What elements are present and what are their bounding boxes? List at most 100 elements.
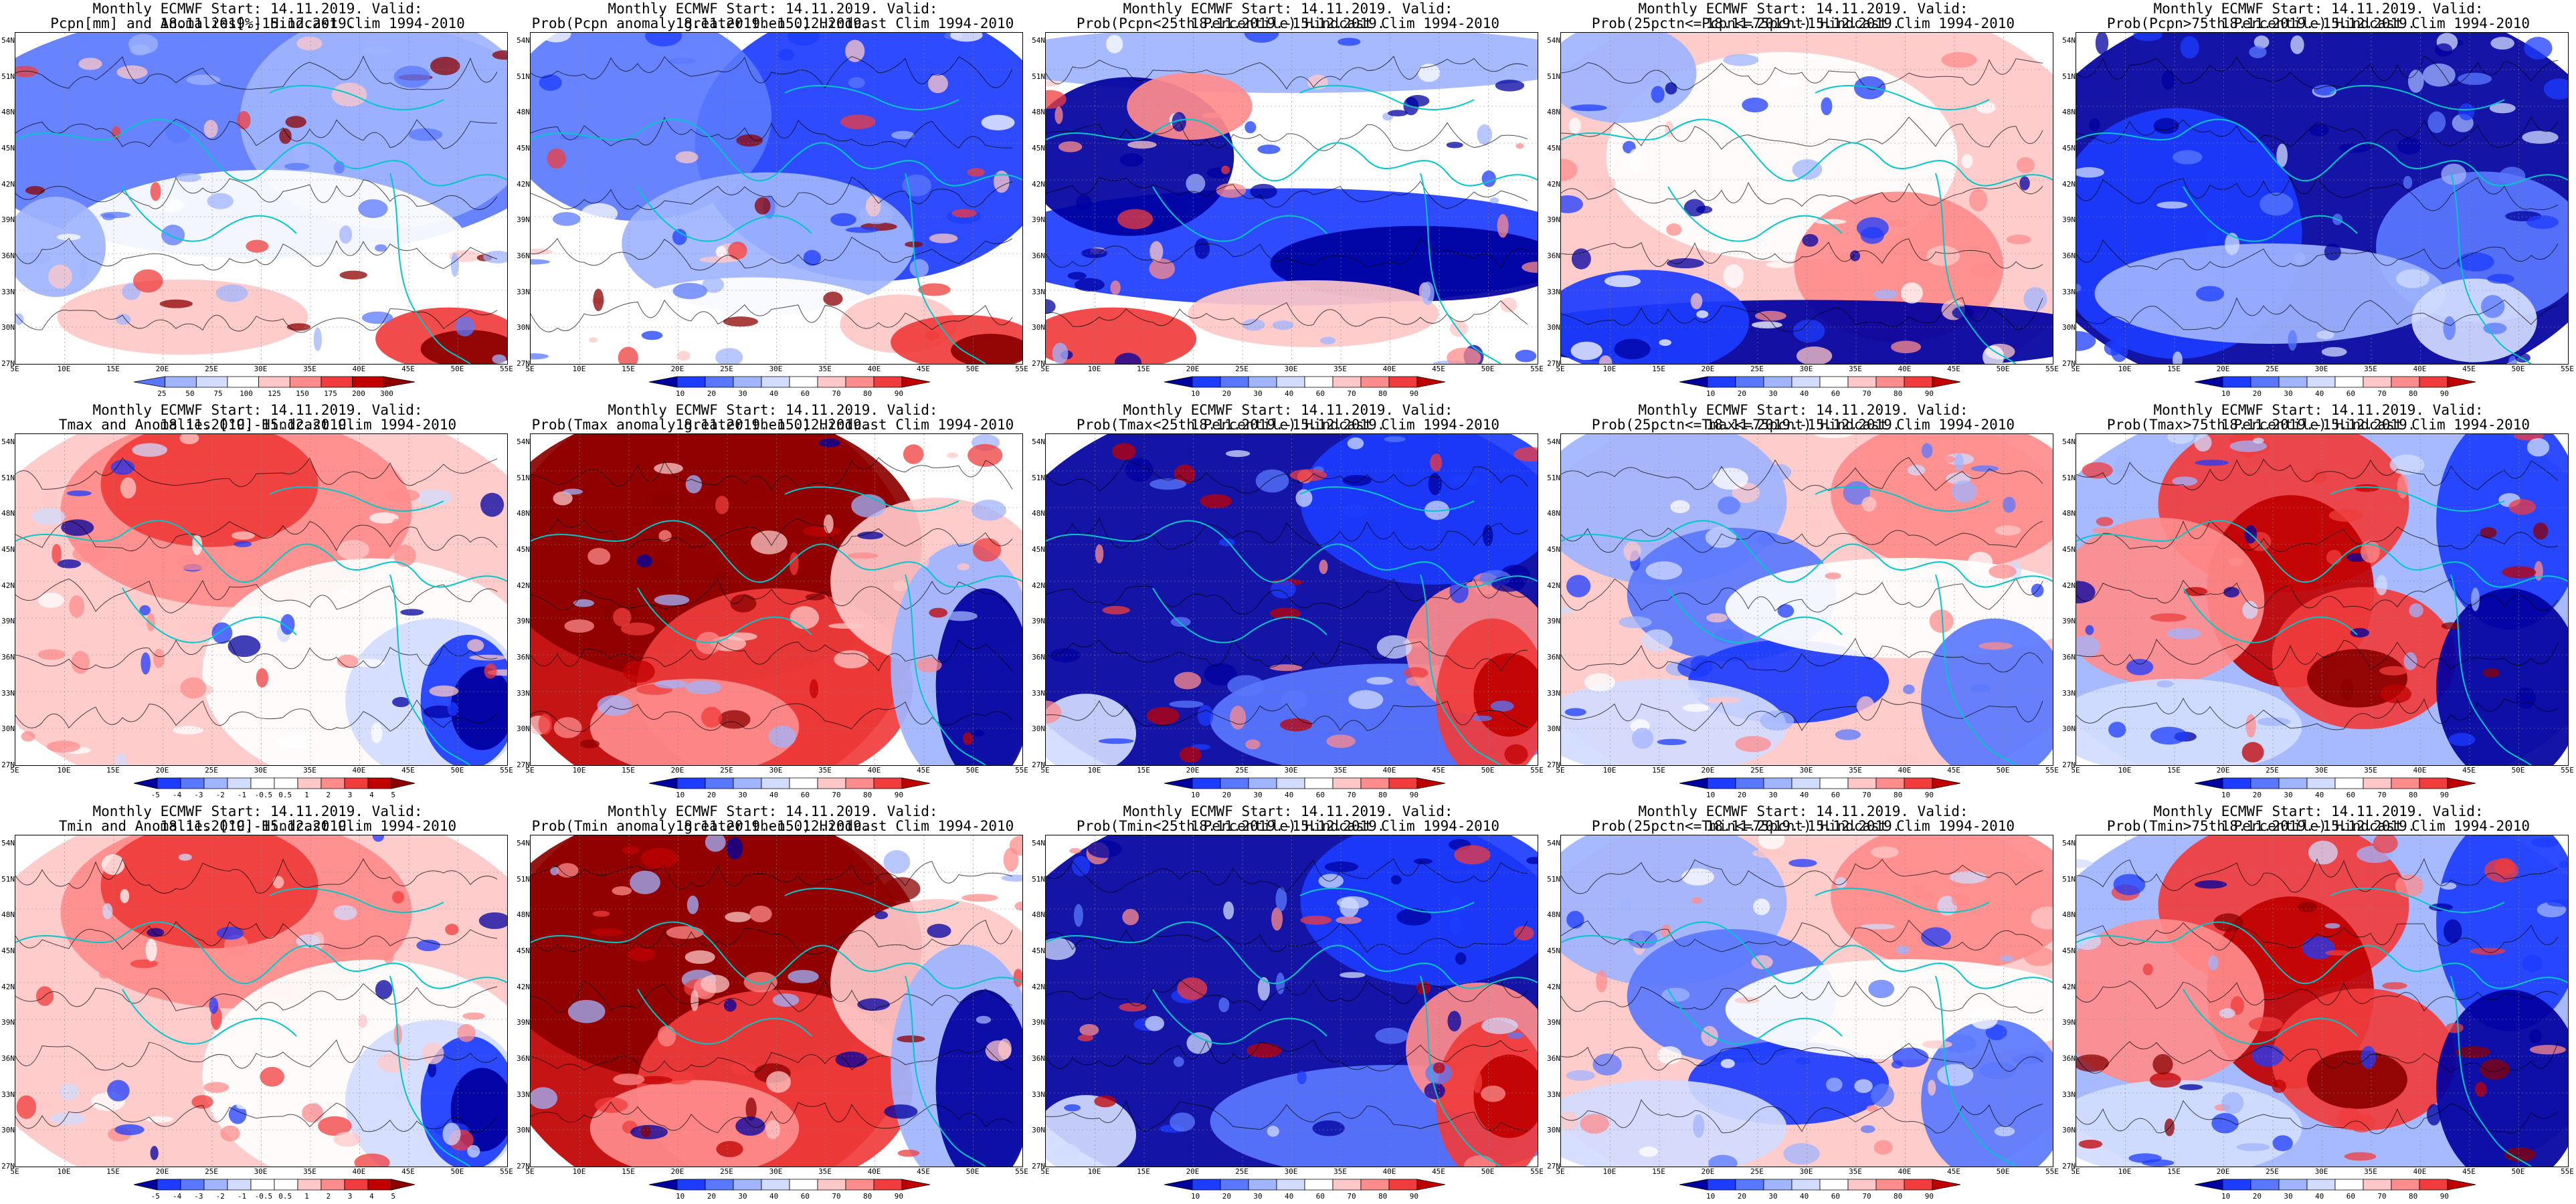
longitude-label: 30E [254, 1167, 268, 1176]
colorbar-tick-label: -2 [215, 791, 225, 799]
latitude-label: 48N [517, 509, 530, 518]
latitude-label: 33N [1547, 287, 1560, 296]
latitude-label: 51N [2062, 473, 2076, 482]
colorbar [1679, 376, 1961, 388]
colorbar-tick-label: 60 [800, 1192, 810, 1201]
longitude-label: 10E [1602, 365, 1617, 373]
latitude-label: 30N [2062, 323, 2076, 332]
colorbar-tick-label: 30 [1768, 791, 1778, 799]
colorbar-tick-label: 90 [1924, 791, 1934, 799]
latitude-label: 27N [1032, 1162, 1045, 1171]
longitude-label: 45E [1947, 1167, 1960, 1176]
longitude-label: 35E [303, 365, 316, 373]
longitude-label: 40E [1382, 1167, 1396, 1176]
colorbar-tick-label: 20 [1737, 389, 1746, 398]
latitude-label: 30N [517, 323, 530, 332]
longitude-label: 20E [155, 766, 169, 775]
longitude-label: 40E [2413, 1167, 2427, 1176]
colorbar-tick-label: 10 [2221, 389, 2231, 398]
colorbar-tick-label: 90 [1409, 389, 1418, 398]
longitude-label: 50E [2511, 766, 2525, 775]
colorbar-tick-label: 30 [1768, 389, 1778, 398]
colorbar-tick-label: 70 [832, 791, 841, 799]
map-panel: Monthly ECMWF Start: 14.11.2019. Valid: … [2061, 0, 2576, 401]
longitude-label: 45E [2462, 1167, 2476, 1176]
latitude-label: 30N [1032, 724, 1045, 734]
latitude-label: 39N [1, 1018, 15, 1027]
latitude-label: 54N [1032, 437, 1045, 446]
latitude-label: 51N [517, 874, 530, 884]
longitude-label: 20E [1186, 365, 1200, 373]
colorbar-tick-label: 60 [1315, 389, 1325, 398]
longitude-label: 5E [1556, 766, 1565, 775]
longitude-label: 10E [572, 365, 586, 373]
colorbar-tick-label: 80 [1378, 791, 1388, 799]
panel-title: Prob(25pctn<=Tmin<=75pcnt) Hindcast Clim… [1591, 818, 2015, 834]
longitude-label: 15E [1652, 365, 1665, 373]
latitude-label: 45N [1, 144, 15, 153]
latitude-label: 27N [1547, 761, 1560, 769]
colorbar-tick-label: 40 [1800, 791, 1809, 799]
latitude-label: 45N [2062, 545, 2076, 554]
colorbar-tick-label: 30 [1768, 1192, 1778, 1201]
latitude-label: 33N [1, 287, 15, 296]
longitude-label: 10E [1602, 766, 1617, 775]
latitude-label: 45N [517, 144, 530, 153]
colorbar-tick-label: 30 [738, 791, 747, 799]
latitude-label: 48N [517, 108, 530, 117]
colorbar-tick-label: 40 [1800, 389, 1809, 398]
colorbar [1679, 777, 1961, 789]
colorbar-tick-label: 10 [1706, 1192, 1716, 1201]
latitude-label: 27N [1032, 761, 1045, 769]
latitude-label: 51N [1, 874, 15, 884]
colorbar-tick-label: 75 [213, 389, 223, 398]
latitude-label: 51N [517, 72, 530, 81]
latitude-label: 39N [1547, 1018, 1560, 1027]
map-area [530, 433, 1023, 766]
colorbar-tick-label: 125 [268, 389, 281, 398]
colorbar-tick-label: -5 [151, 791, 160, 799]
colorbar-tick-label: 80 [1894, 791, 1903, 799]
panel-title: Prob(25pctn<=Tmax<=75pcnt) Hindcast Clim… [1591, 417, 2015, 433]
longitude-label: 15E [106, 365, 120, 373]
colorbar-tick-label: -1 [237, 1192, 247, 1201]
longitude-label: 45E [401, 1167, 415, 1176]
longitude-label: 50E [1481, 365, 1495, 373]
longitude-label: 45E [917, 766, 930, 775]
longitude-label: 20E [1701, 766, 1715, 775]
longitude-label: 55E [2561, 1167, 2574, 1176]
colorbar-tick-label: 70 [2377, 1192, 2387, 1201]
latitude-label: 54N [1, 839, 15, 847]
latitude-label: 45N [1547, 144, 1560, 153]
panel-header-line: Monthly ECMWF Start: 14.11.2019. Valid: … [1638, 803, 1968, 834]
map-panel: Monthly ECMWF Start: 14.11.2019. Valid: … [1030, 803, 1546, 1204]
latitude-label: 45N [1547, 545, 1560, 554]
panel-header-line: Monthly ECMWF Start: 14.11.2019. Valid: … [2153, 402, 2484, 433]
longitude-label: 5E [2071, 1167, 2080, 1176]
longitude-label: 35E [1849, 1167, 1862, 1176]
longitude-label: 35E [818, 766, 832, 775]
latitude-label: 39N [2062, 1018, 2076, 1027]
colorbar-tick-label: 20 [1222, 1192, 1231, 1201]
colorbar-tick-label: 20 [707, 389, 716, 398]
latitude-label: 36N [1032, 653, 1045, 662]
longitude-label: 50E [450, 766, 464, 775]
map-area [1045, 32, 1538, 365]
longitude-label: 55E [2045, 1167, 2059, 1176]
latitude-label: 51N [517, 473, 530, 482]
colorbar-tick-label: 10 [676, 389, 685, 398]
colorbar-tick-label: 10 [1706, 389, 1716, 398]
longitude-label: 10E [2118, 1167, 2132, 1176]
latitude-label: 54N [2062, 437, 2076, 446]
panel-title: Prob(Pcpn<25th Percentile) Hindcast Clim… [1076, 15, 1500, 31]
panel-title: Prob(25pctn<=Pcpn<=75pcnt) Hindcast Clim… [1591, 15, 2015, 31]
panel-title: Prob(Tmax<25th Percentile) Hindcast Clim… [1076, 417, 1500, 433]
longitude-label: 55E [2045, 766, 2059, 775]
colorbar [648, 777, 931, 789]
latitude-label: 48N [1032, 910, 1045, 920]
longitude-label: 55E [1530, 1167, 1544, 1176]
longitude-label: 15E [106, 766, 120, 775]
longitude-label: 15E [2167, 1167, 2181, 1176]
latitude-label: 27N [2062, 1162, 2076, 1171]
longitude-label: 35E [1849, 766, 1862, 775]
